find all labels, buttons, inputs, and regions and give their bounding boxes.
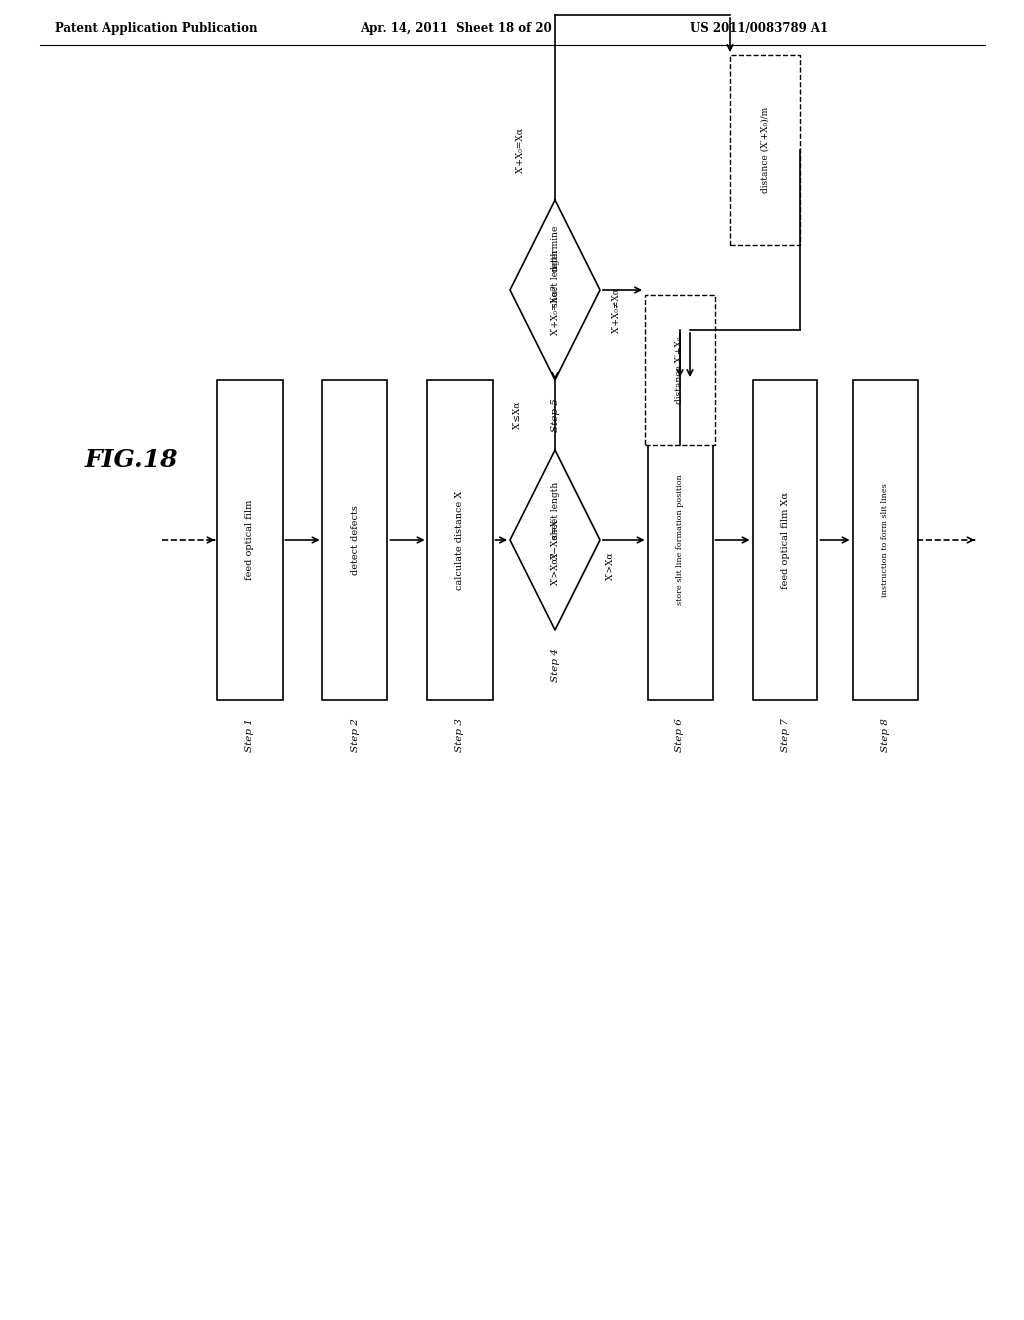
Text: X′>Xα: X′>Xα [606, 552, 615, 581]
Text: X′≤Xα: X′≤Xα [512, 401, 521, 429]
FancyBboxPatch shape [647, 380, 713, 700]
Text: Step 7: Step 7 [780, 718, 790, 752]
Text: Step 8: Step 8 [881, 718, 890, 752]
Text: Step 2: Step 2 [350, 718, 359, 752]
FancyBboxPatch shape [853, 380, 918, 700]
Text: X′+X₀≠Xα: X′+X₀≠Xα [612, 286, 621, 333]
Text: X′+X₀=Xα: X′+X₀=Xα [515, 127, 524, 173]
FancyBboxPatch shape [427, 380, 493, 700]
Text: feed optical film Xα: feed optical film Xα [780, 491, 790, 589]
Text: X′+X₀=Xα?: X′+X₀=Xα? [551, 285, 559, 335]
Text: distance (X′+X₀)/m: distance (X′+X₀)/m [761, 107, 769, 193]
FancyBboxPatch shape [645, 294, 715, 445]
Text: instruction to form slit lines: instruction to form slit lines [881, 483, 889, 597]
Text: Patent Application Publication: Patent Application Publication [55, 22, 257, 36]
Text: X−Xα=X′: X−Xα=X′ [551, 517, 559, 560]
Text: detect defects: detect defects [350, 506, 359, 576]
Text: determine: determine [551, 224, 559, 272]
Text: Step 1: Step 1 [246, 718, 255, 752]
FancyBboxPatch shape [323, 380, 387, 700]
Text: Step 4: Step 4 [551, 648, 559, 682]
Text: X′>Xα?: X′>Xα? [551, 552, 559, 585]
Text: store slit line formation position: store slit line formation position [676, 475, 684, 606]
Text: calculate distance X: calculate distance X [456, 490, 465, 590]
Text: Step 5: Step 5 [551, 399, 559, 432]
Text: FIG.18: FIG.18 [85, 447, 178, 473]
FancyBboxPatch shape [217, 380, 283, 700]
Text: feed optical film: feed optical film [246, 500, 255, 581]
Text: Apr. 14, 2011  Sheet 18 of 20: Apr. 14, 2011 Sheet 18 of 20 [360, 22, 552, 36]
FancyBboxPatch shape [753, 380, 817, 700]
Text: US 2011/0083789 A1: US 2011/0083789 A1 [690, 22, 828, 36]
Text: sheet length: sheet length [551, 249, 559, 306]
Text: sheet length: sheet length [551, 482, 559, 539]
Text: Step 3: Step 3 [456, 718, 465, 752]
Text: distance X′+X₀: distance X′+X₀ [676, 337, 684, 404]
FancyBboxPatch shape [730, 55, 800, 246]
Text: Step 6: Step 6 [676, 718, 684, 752]
